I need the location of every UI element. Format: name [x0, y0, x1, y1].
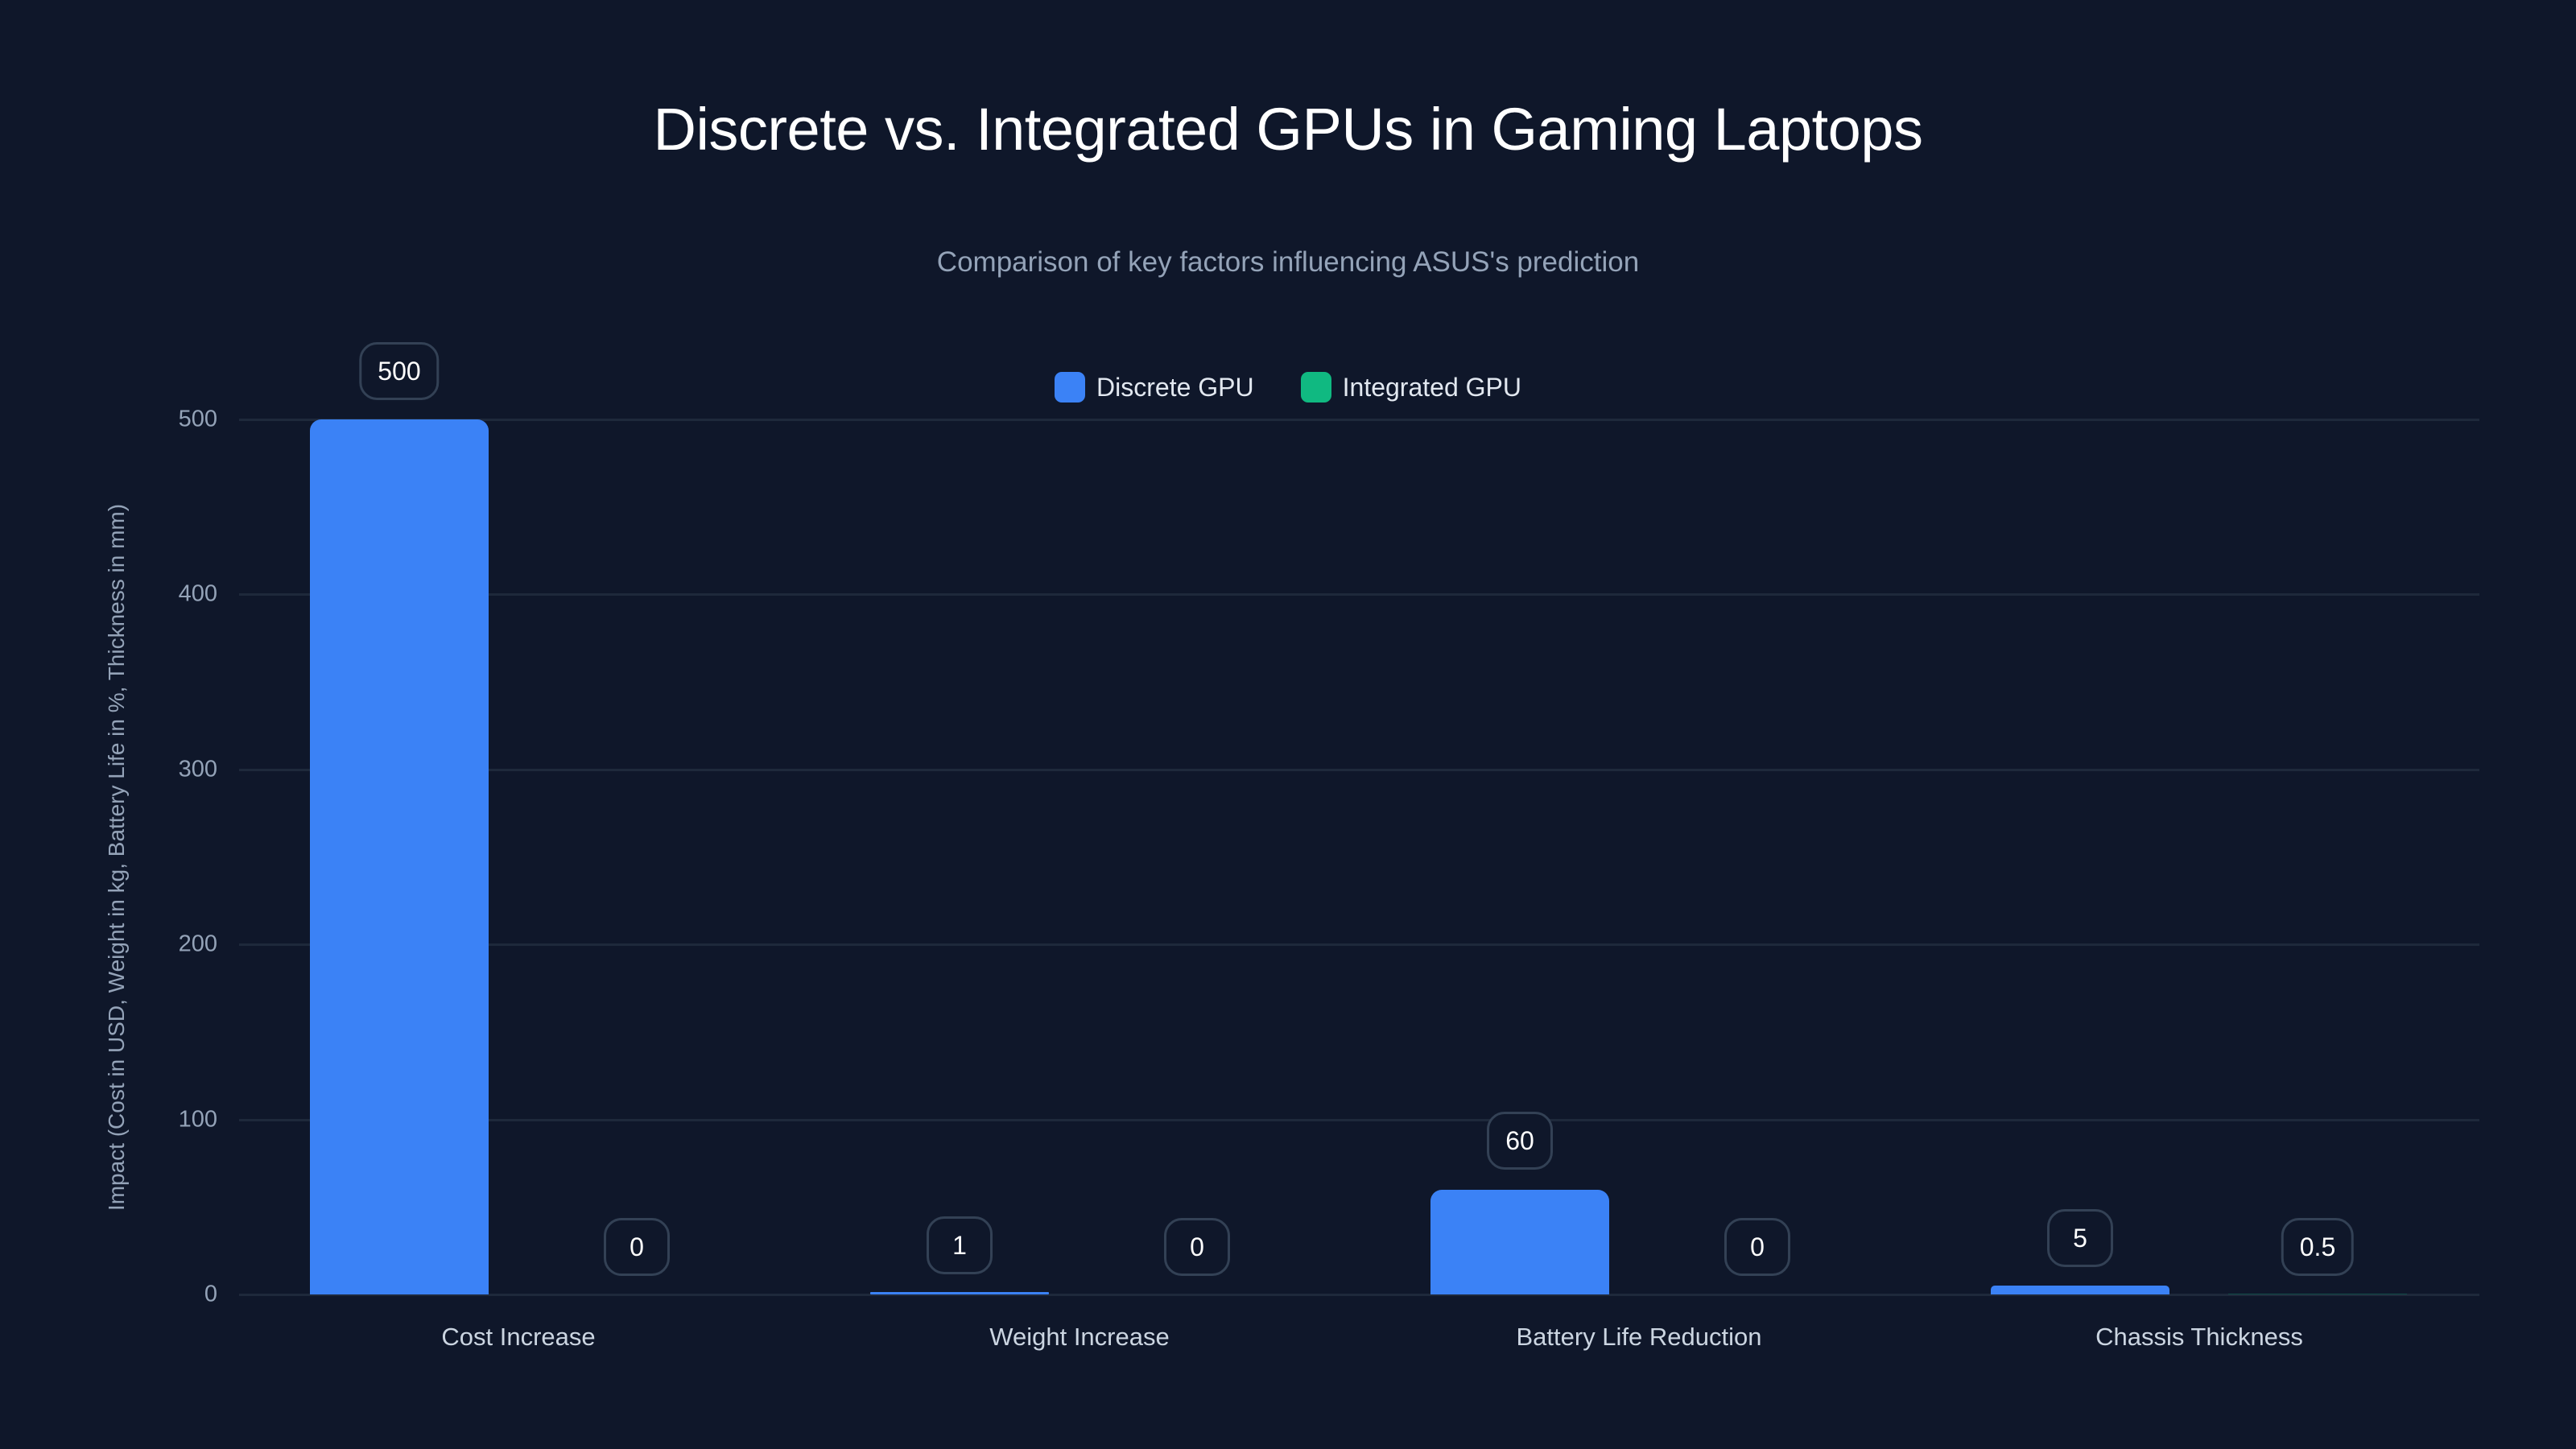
- gridline-200: [239, 943, 2479, 946]
- y-tick-300: 300: [178, 756, 217, 782]
- x-tick-chassis-thickness: Chassis Thickness: [2095, 1323, 2303, 1351]
- bar-discrete-thickness[interactable]: [1991, 1286, 2169, 1294]
- legend: Discrete GPU Integrated GPU: [0, 372, 2576, 402]
- legend-swatch-integrated: [1300, 372, 1331, 402]
- y-tick-400: 400: [178, 580, 217, 607]
- bar-discrete-weight[interactable]: [870, 1292, 1049, 1294]
- chart-title: Discrete vs. Integrated GPUs in Gaming L…: [653, 96, 1923, 163]
- chart-subtitle: Comparison of key factors influencing AS…: [936, 246, 1640, 278]
- y-tick-100: 100: [178, 1106, 217, 1133]
- value-label-integrated-cost: 0: [604, 1218, 670, 1276]
- bar-discrete-cost[interactable]: [310, 419, 489, 1294]
- legend-item-integrated[interactable]: Integrated GPU: [1300, 372, 1521, 402]
- gridline-100: [239, 1119, 2479, 1121]
- value-label-integrated-thickness: 0.5: [2281, 1218, 2355, 1276]
- plot-area: 500 0 1 0 60 0 5 0.5: [239, 342, 2479, 1296]
- bar-discrete-battery[interactable]: [1430, 1190, 1609, 1294]
- legend-label-integrated: Integrated GPU: [1342, 372, 1521, 402]
- value-label-integrated-battery: 0: [1724, 1218, 1790, 1276]
- x-tick-battery-life-reduction: Battery Life Reduction: [1516, 1323, 1762, 1351]
- x-tick-cost-increase: Cost Increase: [441, 1323, 596, 1351]
- value-label-discrete-thickness: 5: [2047, 1209, 2113, 1267]
- legend-item-discrete[interactable]: Discrete GPU: [1055, 372, 1254, 402]
- gridline-500: [239, 419, 2479, 421]
- legend-label-discrete: Discrete GPU: [1096, 372, 1254, 402]
- value-label-discrete-cost: 500: [359, 342, 440, 400]
- value-label-discrete-weight: 1: [927, 1216, 993, 1274]
- y-tick-200: 200: [178, 931, 217, 957]
- y-tick-500: 500: [178, 406, 217, 432]
- x-tick-weight-increase: Weight Increase: [989, 1323, 1170, 1351]
- y-tick-0: 0: [204, 1281, 217, 1307]
- y-axis-label: Impact (Cost in USD, Weight in kg, Batte…: [104, 503, 129, 1212]
- value-label-discrete-battery: 60: [1487, 1112, 1553, 1170]
- legend-swatch-discrete: [1055, 372, 1086, 402]
- gridline-400: [239, 593, 2479, 596]
- gridline-300: [239, 769, 2479, 771]
- gridline-0: [239, 1294, 2479, 1296]
- value-label-integrated-weight: 0: [1164, 1218, 1230, 1276]
